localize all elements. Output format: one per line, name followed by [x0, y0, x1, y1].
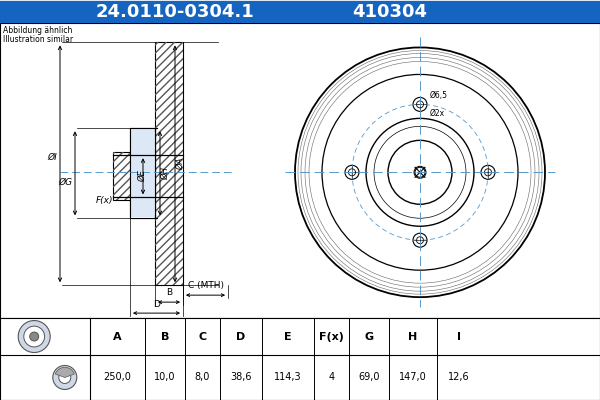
Text: Illustration similar: Illustration similar	[3, 36, 73, 44]
Circle shape	[30, 332, 38, 341]
Text: ØA: ØA	[176, 158, 185, 170]
Text: 10,0: 10,0	[154, 372, 176, 382]
Text: D: D	[153, 300, 160, 309]
Text: 8,0: 8,0	[195, 372, 210, 382]
Text: Ø6,5: Ø6,5	[430, 91, 448, 100]
Text: 4: 4	[328, 372, 335, 382]
Text: I: I	[457, 332, 461, 342]
Bar	[130, 128, 155, 218]
Circle shape	[345, 165, 359, 179]
Text: F(x): F(x)	[95, 196, 113, 205]
Circle shape	[290, 42, 550, 302]
Text: 114,3: 114,3	[274, 372, 302, 382]
Bar	[0, 22, 600, 318]
Circle shape	[59, 372, 71, 384]
Text: E: E	[284, 332, 292, 342]
Text: Ø2x: Ø2x	[430, 108, 445, 117]
Bar	[155, 42, 183, 285]
Text: ØG: ØG	[58, 178, 72, 187]
Circle shape	[481, 165, 495, 179]
Bar	[155, 42, 183, 285]
Circle shape	[413, 233, 427, 247]
Bar	[113, 152, 130, 200]
Bar	[113, 152, 130, 200]
Circle shape	[53, 366, 77, 390]
Circle shape	[366, 118, 474, 226]
Bar	[0, 0, 600, 22]
Text: D: D	[236, 332, 245, 342]
Text: H: H	[409, 332, 418, 342]
Text: A: A	[113, 332, 122, 342]
Circle shape	[18, 320, 50, 352]
Circle shape	[295, 48, 545, 297]
Bar	[130, 128, 155, 218]
Text: 69,0: 69,0	[358, 372, 380, 382]
Text: ØE: ØE	[139, 170, 148, 182]
Text: C (MTH): C (MTH)	[187, 281, 223, 290]
Text: 24.0110-0304.1: 24.0110-0304.1	[95, 2, 254, 20]
Text: 250,0: 250,0	[104, 372, 131, 382]
Text: Abbildung ähnlich: Abbildung ähnlich	[3, 26, 73, 36]
Bar	[130, 128, 155, 218]
Text: B: B	[161, 332, 169, 342]
Text: B: B	[166, 288, 172, 297]
Circle shape	[413, 98, 427, 111]
Text: G: G	[364, 332, 374, 342]
Text: 147,0: 147,0	[399, 372, 427, 382]
Bar	[130, 129, 155, 217]
Circle shape	[388, 140, 452, 204]
Text: 410304: 410304	[353, 2, 427, 20]
Text: 38,6: 38,6	[230, 372, 252, 382]
Text: ØI: ØI	[47, 153, 57, 162]
Text: 12,6: 12,6	[448, 372, 469, 382]
Text: ØH: ØH	[161, 167, 170, 180]
Wedge shape	[55, 367, 74, 378]
Text: C: C	[199, 332, 206, 342]
Circle shape	[24, 326, 44, 347]
Bar	[0, 318, 600, 400]
Text: F(x): F(x)	[319, 332, 344, 342]
Bar	[131, 128, 154, 218]
Bar	[130, 155, 155, 197]
